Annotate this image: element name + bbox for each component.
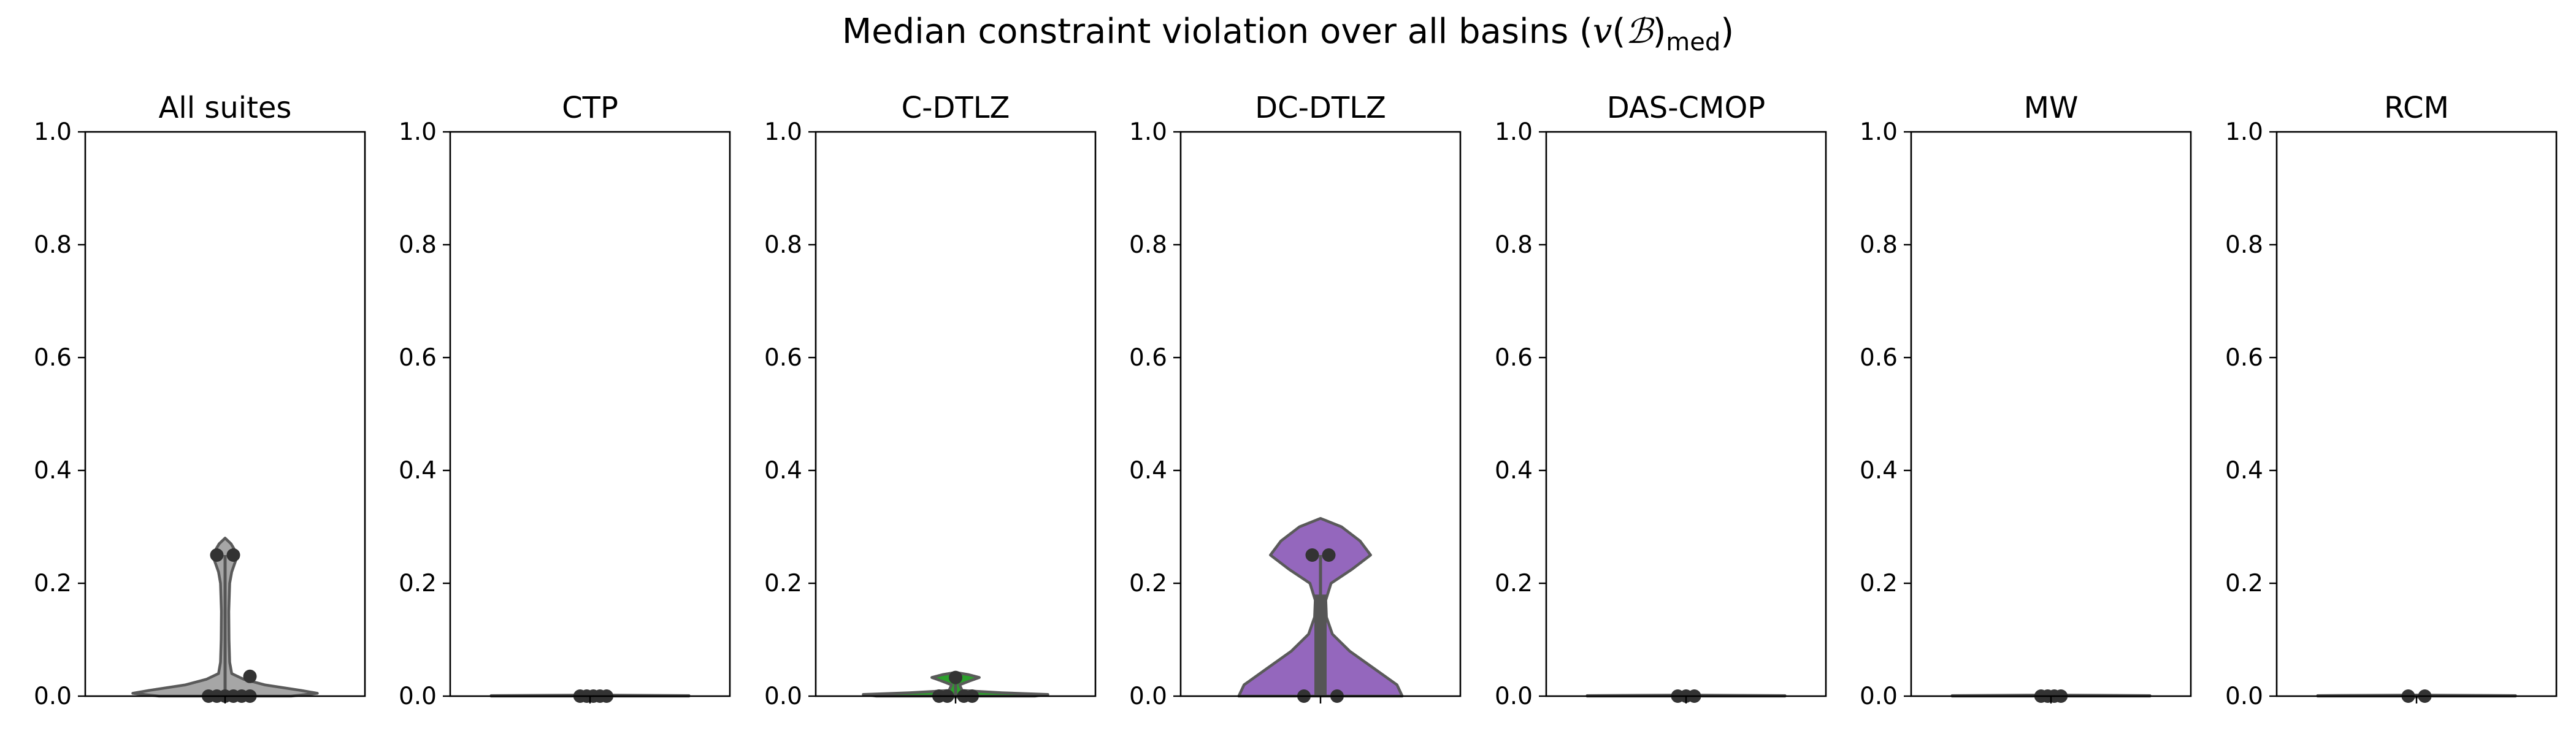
panel-title: RCM	[2384, 91, 2449, 125]
y-tick-label: 1.0	[764, 118, 802, 146]
panel-title: CTP	[562, 91, 618, 125]
axes-frame	[1545, 131, 1827, 697]
y-tick-label: 0.4	[764, 457, 802, 485]
y-tick-label: 0.4	[1129, 457, 1167, 485]
axes-frame	[1910, 131, 2192, 697]
y-tick-label: 0.8	[2225, 231, 2263, 259]
y-tick-label: 0.2	[1495, 570, 1533, 597]
y-tick-label: 0.2	[1129, 570, 1167, 597]
panel-2: 0.0 0.2 0.4 0.6 0.8 1.0 C-DTLZ	[764, 91, 1097, 710]
panel-title: All suites	[159, 91, 292, 125]
axes-frame	[449, 131, 731, 697]
y-tick-label: 1.0	[399, 118, 437, 146]
data-point	[243, 669, 257, 683]
y-tick-label: 1.0	[2225, 118, 2263, 146]
y-tick-label: 0.6	[399, 344, 437, 372]
data-point	[949, 670, 962, 684]
violin-box	[1314, 594, 1327, 696]
panel-1: 0.0 0.2 0.4 0.6 0.8 1.0 CTP	[399, 91, 731, 710]
panel-5: 0.0 0.2 0.4 0.6 0.8 1.0 MW	[1860, 91, 2192, 710]
y-tick-label: 1.0	[34, 118, 72, 146]
y-tick-label: 0.8	[1495, 231, 1533, 259]
y-tick-label: 0.0	[1495, 683, 1533, 710]
y-tick-label: 0.6	[1495, 344, 1533, 372]
axes-frame	[815, 131, 1097, 697]
y-tick-label: 1.0	[1860, 118, 1898, 146]
y-tick-label: 1.0	[1129, 118, 1167, 146]
panel-4: 0.0 0.2 0.4 0.6 0.8 1.0 DAS-CMOP	[1495, 91, 1827, 710]
y-tick-label: 0.6	[764, 344, 802, 372]
y-tick-label: 0.8	[34, 231, 72, 259]
y-tick-label: 0.4	[399, 457, 437, 485]
y-tick-label: 0.2	[764, 570, 802, 597]
y-tick-label: 0.0	[399, 683, 437, 710]
y-tick-label: 0.0	[34, 683, 72, 710]
y-tick-label: 0.6	[1129, 344, 1167, 372]
y-tick-label: 0.6	[34, 344, 72, 372]
panel-title: C-DTLZ	[902, 91, 1010, 125]
y-tick-label: 0.6	[2225, 344, 2263, 372]
y-tick-label: 0.4	[34, 457, 72, 485]
y-tick-label: 1.0	[1495, 118, 1533, 146]
y-tick-label: 0.8	[764, 231, 802, 259]
figure-title: Median constraint violation over all bas…	[842, 12, 1734, 56]
y-tick-label: 0.2	[34, 570, 72, 597]
y-tick-label: 0.0	[1129, 683, 1167, 710]
panel-title: MW	[2024, 91, 2079, 125]
y-tick-label: 0.2	[399, 570, 437, 597]
panel-3: 0.0 0.2 0.4 0.6 0.8 1.0 DC-DTLZ	[1129, 91, 1462, 710]
panel-title: DC-DTLZ	[1255, 91, 1386, 125]
y-tick-label: 0.4	[1495, 457, 1533, 485]
data-point	[210, 548, 224, 562]
y-tick-label: 0.0	[2225, 683, 2263, 710]
data-point	[226, 548, 240, 562]
y-tick-label: 0.8	[399, 231, 437, 259]
panel-title: DAS-CMOP	[1607, 91, 1765, 125]
data-point	[1305, 548, 1319, 562]
y-tick-label: 0.4	[2225, 457, 2263, 485]
y-tick-label: 0.2	[2225, 570, 2263, 597]
y-tick-label: 0.8	[1129, 231, 1167, 259]
y-tick-label: 0.2	[1860, 570, 1898, 597]
axes-frame	[2275, 131, 2558, 697]
data-point	[1322, 548, 1336, 562]
panel-6: 0.0 0.2 0.4 0.6 0.8 1.0 RCM	[2225, 91, 2558, 710]
y-tick-label: 0.8	[1860, 231, 1898, 259]
y-tick-label: 0.0	[764, 683, 802, 710]
panel-0: 0.0 0.2 0.4 0.6 0.8 1.0 All suites	[34, 91, 366, 710]
y-tick-label: 0.4	[1860, 457, 1898, 485]
y-tick-label: 0.6	[1860, 344, 1898, 372]
y-tick-label: 0.0	[1860, 683, 1898, 710]
